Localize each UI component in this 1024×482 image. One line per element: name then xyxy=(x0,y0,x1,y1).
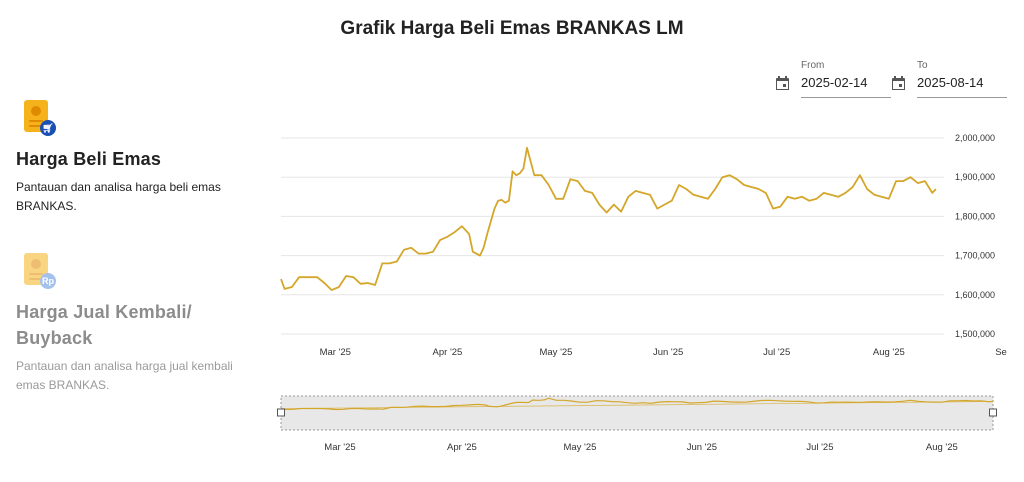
x-tick-label: Mar '25 xyxy=(320,347,351,358)
x-tick-label: Se xyxy=(995,347,1007,358)
gold-card-rupiah-icon: Rp xyxy=(22,253,58,293)
x-tick-label: Aug '25 xyxy=(873,347,905,358)
x-axis: Mar '25 Apr '25 May '25 Jun '25 Jul '25 Aug '… xyxy=(320,347,1007,358)
navigator-selection[interactable] xyxy=(280,395,994,431)
page-title: Grafik Harga Beli Emas BRANKAS LM xyxy=(340,18,684,39)
price-series-line xyxy=(280,146,937,291)
navigator-trend-line xyxy=(280,401,994,410)
x-tick-label: Apr '25 xyxy=(433,347,463,358)
sidebar-item-title: Harga Jual Kembali/ Buyback xyxy=(16,302,192,348)
y-tick-label: 1,600,000 xyxy=(955,290,995,300)
calendar-icon[interactable] xyxy=(776,76,789,90)
sidebar-item-harga-jual[interactable]: Rp Harga Jual Kembali/ Buyback Pantauan … xyxy=(16,253,256,395)
date-from-label: From xyxy=(801,60,825,71)
gold-card-cart-icon: 🛒︎ xyxy=(22,100,58,140)
sidebar-item-description: Pantauan dan analisa harga jual kembali … xyxy=(16,359,233,392)
date-from-input[interactable]: 2025-02-14 xyxy=(801,75,868,90)
sidebar-item-title: Harga Beli Emas xyxy=(16,149,162,169)
navigator-x-tick-label: Aug '25 xyxy=(926,442,958,453)
navigator-handle-left[interactable] xyxy=(277,408,285,417)
rupiah-badge: Rp xyxy=(40,273,56,289)
y-tick-label: 1,900,000 xyxy=(955,172,995,182)
y-tick-label: 1,800,000 xyxy=(955,211,995,221)
sidebar-item-harga-beli[interactable]: 🛒︎ Harga Beli Emas Pantauan dan analisa … xyxy=(16,100,256,216)
chart-grid xyxy=(281,137,944,335)
x-tick-label: Jun '25 xyxy=(653,347,683,358)
date-to-input[interactable]: 2025-08-14 xyxy=(917,75,984,90)
x-tick-label: Jul '25 xyxy=(763,347,790,358)
navigator-x-tick-label: May '25 xyxy=(563,442,596,453)
y-tick-label: 2,000,000 xyxy=(955,133,995,143)
navigator-x-tick-label: Jul '25 xyxy=(806,442,833,453)
navigator-x-tick-label: Apr '25 xyxy=(447,442,477,453)
y-axis: 1,500,000 1,600,000 1,700,000 1,800,000 1,90… xyxy=(955,133,995,339)
date-to-label: To xyxy=(917,60,928,71)
calendar-icon[interactable] xyxy=(892,76,905,90)
range-navigator[interactable] xyxy=(277,395,997,431)
x-tick-label: May '25 xyxy=(539,347,572,358)
navigator-x-tick-label: Jun '25 xyxy=(687,442,717,453)
navigator-x-axis: Mar '25 Apr '25 May '25 Jun '25 Jul '25 Aug '… xyxy=(324,442,958,453)
y-tick-label: 1,700,000 xyxy=(955,251,995,261)
y-tick-label: 1,500,000 xyxy=(955,329,995,339)
sidebar-item-description: Pantauan dan analisa harga beli emas BRA… xyxy=(16,180,221,213)
navigator-x-tick-label: Mar '25 xyxy=(324,442,355,453)
navigator-handle-right[interactable] xyxy=(989,408,997,417)
